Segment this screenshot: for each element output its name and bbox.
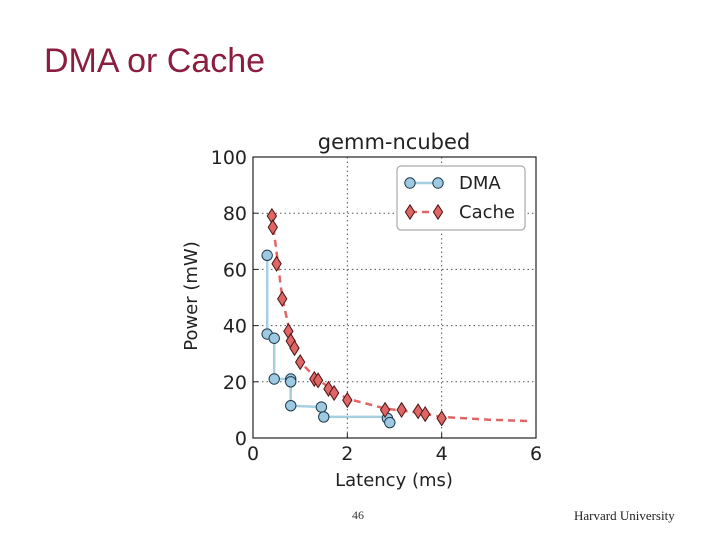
y-axis-label: Power (mW) [181, 241, 202, 351]
cache-point [436, 410, 447, 427]
legend-marker-dma [404, 177, 416, 189]
x-tick-label: 0 [247, 443, 259, 465]
dma-point [261, 249, 273, 262]
x-axis-label: Latency (ms) [335, 470, 453, 491]
y-tick-label: 20 [223, 372, 247, 394]
legend-marker-dma [432, 177, 444, 189]
dma-point [318, 411, 330, 423]
cache-point [312, 372, 324, 389]
cache-point [379, 401, 391, 419]
dma-point [384, 416, 396, 429]
cache-point [267, 219, 279, 236]
cache-point [271, 255, 282, 272]
slide-title: DMA or Cache [44, 42, 266, 80]
y-tick-label: 40 [223, 316, 247, 338]
chart-title: gemm-ncubed [318, 130, 471, 154]
cache-point [419, 405, 431, 423]
x-tick-label: 6 [530, 443, 542, 465]
cache-point [328, 384, 340, 402]
legend-label-dma: DMA [459, 173, 501, 194]
dma-point [268, 373, 280, 385]
cache-point [289, 339, 300, 357]
cache-point [412, 403, 424, 420]
cache-point [396, 401, 407, 419]
y-tick-label: 100 [211, 147, 247, 169]
dma-point [268, 332, 280, 344]
legend-marker-cache [404, 203, 416, 221]
pareto-chart: gemm-ncubed Power (mW) Latency (ms) 0 2 4 6… [181, 130, 542, 491]
dma-point [285, 376, 297, 388]
x-tick-label: 4 [436, 443, 448, 465]
dma-point [285, 399, 297, 412]
legend: DMA Cache [396, 165, 526, 231]
cache-point [342, 391, 353, 409]
dma-point [315, 401, 328, 413]
y-tick-label: 0 [235, 428, 247, 450]
cache-point [277, 290, 288, 308]
footer-organization: Harvard University [574, 508, 675, 523]
y-tick-label: 60 [223, 259, 247, 281]
legend-label-cache: Cache [459, 202, 515, 223]
x-tick-label: 2 [341, 443, 353, 465]
cache-point [323, 380, 334, 397]
y-tick-label: 80 [223, 203, 247, 225]
cache-point [294, 354, 306, 371]
page-number: 46 [352, 508, 364, 522]
legend-marker-cache [432, 203, 444, 221]
plot-frame [252, 156, 537, 439]
